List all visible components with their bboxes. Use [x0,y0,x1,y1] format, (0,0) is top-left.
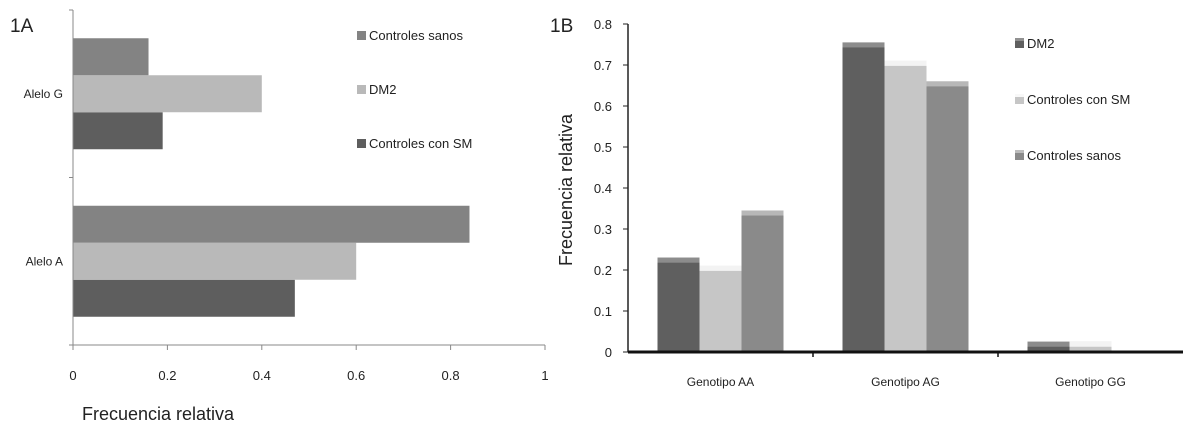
panel-label-1b: 1B [550,16,573,37]
x-tick-label-1a: 1 [541,368,548,383]
x-tick-label-1a: 0 [69,368,76,383]
legend-label-1b: DM2 [1027,36,1054,51]
bar-cap-1b [657,257,700,263]
bar-1a [73,279,295,317]
bar-1b [699,265,742,352]
x-axis-label-1a: Frecuencia relativa [82,404,235,424]
y-tick-label-1b: 0.7 [594,58,612,73]
bar-cap-1b [741,210,784,216]
bar-1b [741,210,784,352]
bar-1a [73,112,163,150]
category-label-1a: Alelo A [26,254,63,268]
x-tick-label-1a: 0.8 [442,368,460,383]
y-tick-label-1b: 0 [605,345,612,360]
bar-1b [884,60,927,353]
legend-swatch-1b [1015,38,1024,48]
category-label-1b: Genotipo GG [1055,375,1126,389]
bar-1a [73,75,262,113]
bar-1b [926,81,969,353]
bar-cap-1b [1027,341,1070,347]
y-tick-label-1b: 0.4 [594,181,612,196]
bar-1b [842,42,885,352]
bar-1b [1027,341,1070,352]
y-tick-label-1b: 0.6 [594,99,612,114]
x-tick-label-1a: 0.6 [347,368,365,383]
legend-swatch-cap-1b [1015,150,1024,153]
bar-cap-1b [884,60,927,66]
bar-cap-1b [699,265,742,271]
bar-cap-1b [926,81,969,87]
legend-swatch-cap-1b [1015,38,1024,41]
legend-swatch-1b [1015,150,1024,160]
bar-cap-1b [1069,341,1112,347]
y-axis-label-1b: Frecuencia relativa [556,113,576,266]
bar-1a [73,242,357,280]
legend-swatch-1a [357,85,366,94]
bar-cap-1b [842,42,885,48]
panel-1a: 1A Alelo A Alelo G 0 0.2 0.4 0.6 0.8 1 Controle… [10,9,549,424]
legend-label-1a: DM2 [369,82,396,97]
panel-1b: 1B Frecuencia relativa Genotipo AA Genoti… [550,16,1183,389]
bar-1a [73,205,470,243]
legend-label-1a: Controles sanos [369,28,463,43]
category-label-1b: Genotipo AG [871,375,940,389]
y-tick-label-1b: 0.1 [594,304,612,319]
panel-label-1a: 1A [10,16,34,37]
y-tick-label-1b: 0.3 [594,222,612,237]
legend-swatch-cap-1b [1015,94,1024,97]
y-tick-label-1b: 0.5 [594,140,612,155]
legend-label-1a: Controles con SM [369,136,472,151]
y-tick-label-1b: 0.8 [594,17,612,32]
category-label-1a: Alelo G [24,87,63,101]
x-tick-label-1a: 0.2 [158,368,176,383]
category-label-1b: Genotipo AA [687,375,754,389]
bar-1b [657,257,700,352]
y-tick-label-1b: 0.2 [594,263,612,278]
legend-label-1b: Controles con SM [1027,92,1130,107]
legend-swatch-1a [357,31,366,40]
legend-swatch-1b [1015,94,1024,104]
legend-label-1b: Controles sanos [1027,148,1121,163]
legend-swatch-1a [357,139,366,148]
x-tick-label-1a: 0.4 [253,368,271,383]
bar-1a [73,38,149,76]
bar-1b [1069,341,1112,352]
